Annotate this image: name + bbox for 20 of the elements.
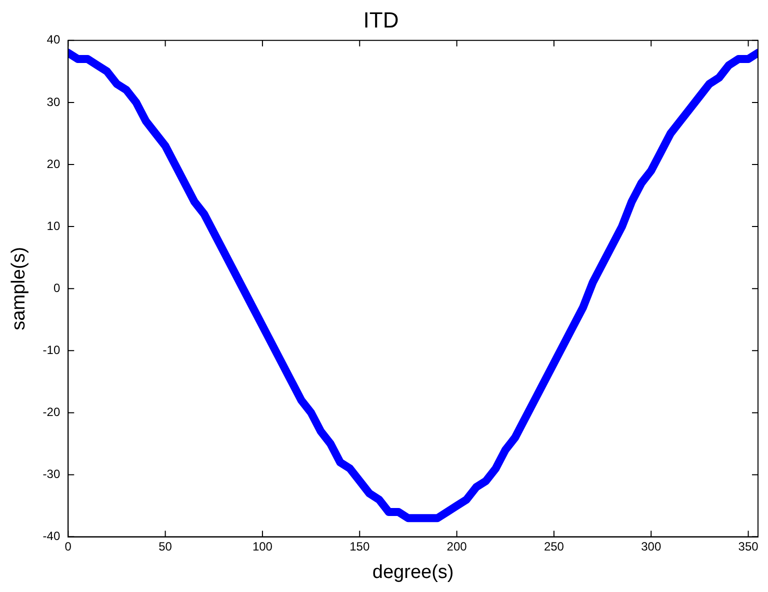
- y-tick-label: 0: [53, 280, 60, 295]
- y-tick-label: -40: [42, 529, 60, 544]
- x-tick-label: 350: [738, 539, 759, 554]
- y-tick-label: -20: [42, 405, 60, 420]
- x-tick-label: 150: [350, 539, 370, 554]
- y-tick-label: 30: [46, 94, 60, 109]
- x-tick-label: 100: [252, 539, 273, 554]
- x-tick-label: 300: [641, 539, 662, 554]
- y-axis-title: sample(s): [8, 246, 30, 330]
- x-tick-label: 50: [158, 539, 172, 554]
- x-tick-label: 0: [64, 539, 72, 554]
- y-tick-label: 10: [46, 218, 60, 233]
- y-tick-label: -30: [42, 467, 60, 482]
- x-axis-title: degree(s): [372, 562, 454, 583]
- x-tick-label: 250: [544, 539, 564, 554]
- y-tick-label: 40: [46, 32, 60, 47]
- chart-title: ITD: [363, 7, 399, 32]
- y-tick-label: 20: [46, 156, 60, 171]
- x-tick-label: 200: [446, 539, 468, 554]
- y-tick-label: -10: [42, 342, 60, 357]
